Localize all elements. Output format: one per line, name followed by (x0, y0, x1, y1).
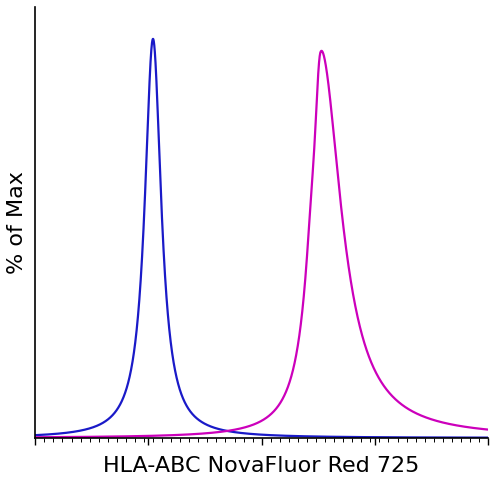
X-axis label: HLA-ABC NovaFluor Red 725: HLA-ABC NovaFluor Red 725 (103, 456, 420, 476)
Y-axis label: % of Max: % of Max (7, 171, 27, 274)
